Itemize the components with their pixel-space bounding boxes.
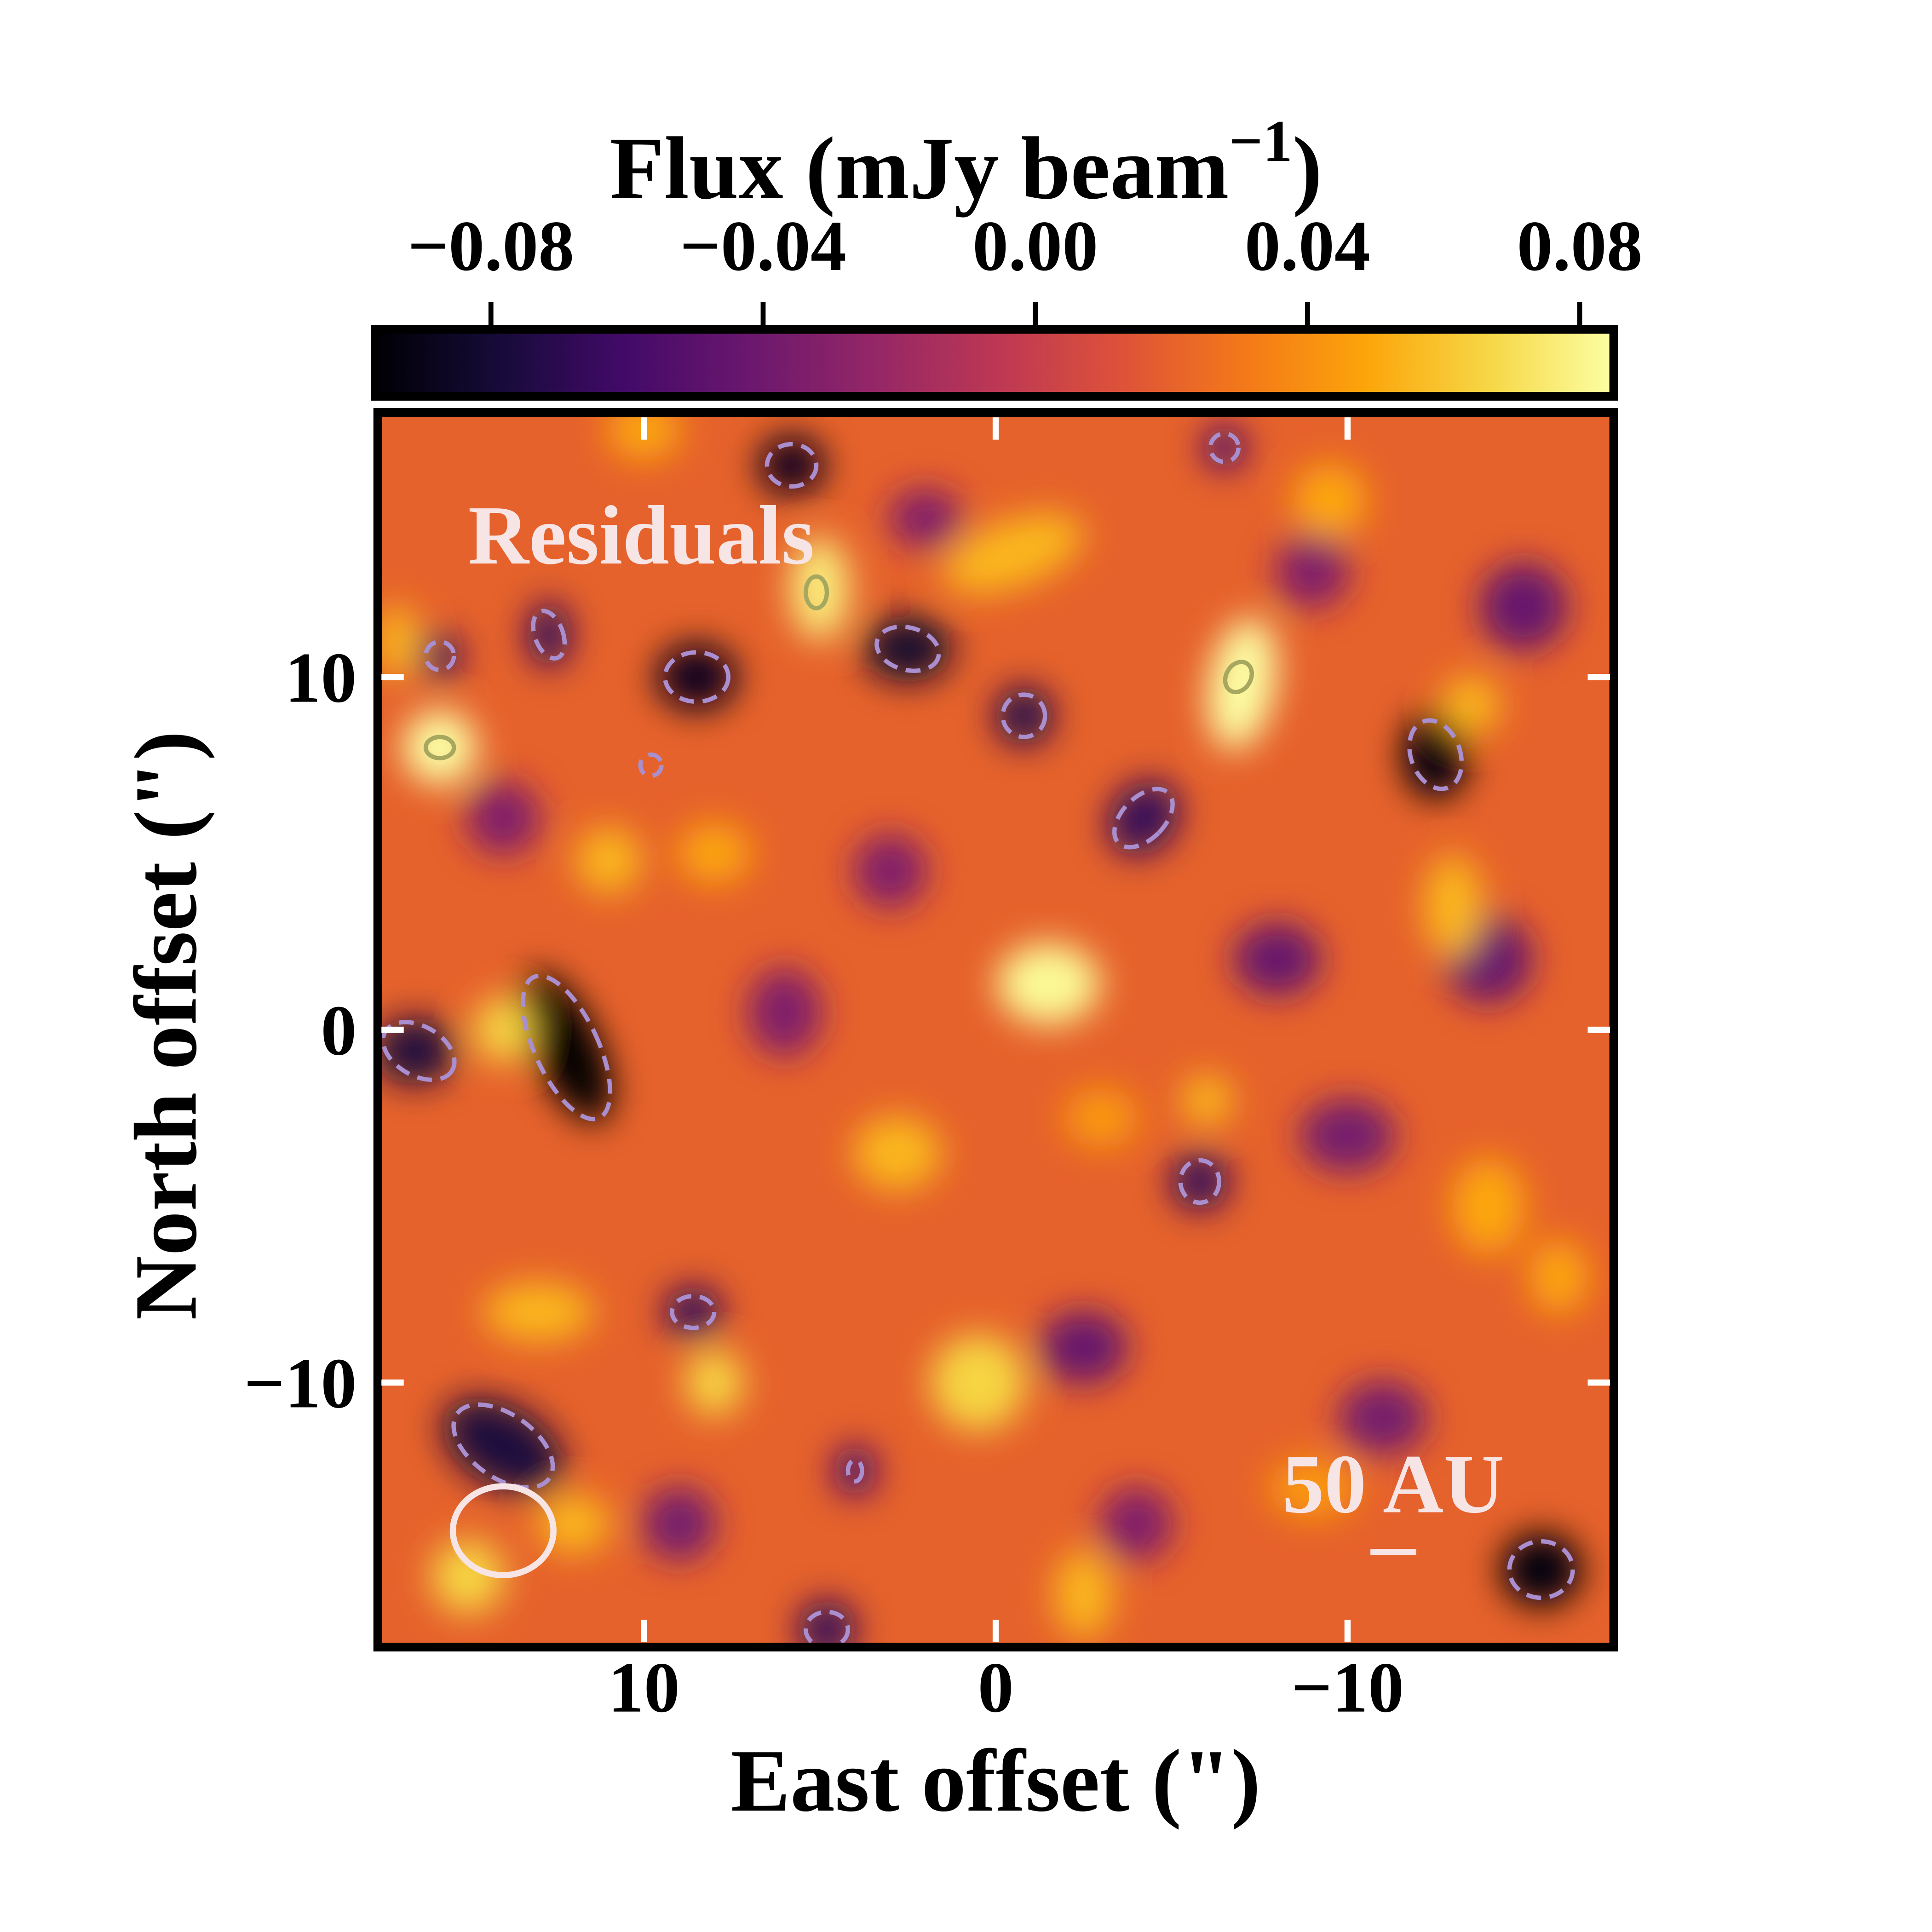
positive-flux-feature bbox=[1064, 1088, 1138, 1148]
colorbar: Flux (mJy beam−1) −0.08 −0.04 0.00 0.04 0.08 bbox=[371, 108, 1643, 401]
positive-flux-feature bbox=[790, 537, 850, 641]
positive-flux-feature bbox=[483, 1282, 594, 1342]
beam-ellipse bbox=[449, 1483, 557, 1579]
colorbar-tick-label: 0.08 bbox=[1517, 206, 1642, 286]
scale-bar-label: 50 AU bbox=[1282, 1438, 1504, 1531]
negative-contour bbox=[1000, 692, 1047, 739]
negative-contour bbox=[521, 973, 612, 1121]
negative-contour bbox=[451, 1402, 555, 1490]
negative-flux-feature bbox=[466, 781, 540, 856]
negative-contour bbox=[1208, 431, 1241, 464]
positive-flux-feature bbox=[1181, 1074, 1233, 1127]
negative-flux-feature bbox=[442, 1397, 564, 1495]
negative-flux-feature bbox=[1300, 1098, 1396, 1173]
negative-flux-feature bbox=[521, 972, 612, 1123]
negative-flux-feature bbox=[748, 967, 822, 1057]
negative-flux-feature bbox=[1099, 1486, 1173, 1561]
negative-contour bbox=[845, 1458, 864, 1484]
positive-flux-feature bbox=[402, 710, 477, 785]
negative-flux-feature bbox=[833, 1444, 877, 1497]
y-axis-label: North offset (") bbox=[116, 731, 215, 1320]
positive-contour bbox=[1223, 660, 1254, 695]
x-axis-label: East offset (") bbox=[731, 1731, 1261, 1830]
negative-flux-feature bbox=[797, 1600, 857, 1644]
colorbar-tick-label: 0.00 bbox=[972, 206, 1098, 286]
negative-flux-feature bbox=[656, 644, 737, 711]
y-tick-label: 10 bbox=[285, 638, 356, 718]
positive-flux-feature bbox=[1207, 618, 1277, 750]
axis-ticks: 10 0 −10 10 0 −10 bbox=[244, 417, 1610, 1727]
negative-contour bbox=[803, 1610, 851, 1644]
positive-flux-feature bbox=[684, 1349, 744, 1416]
map-panel: 10 0 −10 10 0 −10 Residuals 50 AU bbox=[244, 408, 1618, 1727]
x-tick-label: 0 bbox=[978, 1648, 1014, 1727]
positive-flux-feature bbox=[1054, 1550, 1114, 1639]
negative-contour bbox=[765, 442, 819, 489]
positive-flux-feature bbox=[381, 604, 420, 679]
x-tick-label: −10 bbox=[1291, 1648, 1404, 1727]
map-frame bbox=[373, 408, 1618, 1652]
positive-flux-feature bbox=[1293, 463, 1367, 538]
negative-flux-feature bbox=[1275, 534, 1350, 609]
colorbar-tick-label: −0.08 bbox=[408, 206, 574, 286]
negative-contour bbox=[662, 650, 731, 704]
y-tick-label: −10 bbox=[244, 1343, 356, 1423]
colorbar-ticks: −0.08 −0.04 0.00 0.04 0.08 bbox=[408, 206, 1643, 330]
positive-flux-feature bbox=[1529, 1239, 1588, 1314]
positive-flux-feature bbox=[943, 513, 1084, 594]
negative-contour bbox=[1407, 718, 1464, 791]
contours bbox=[381, 431, 1575, 1644]
negative-contour bbox=[1112, 787, 1175, 850]
x-tick-label: 10 bbox=[608, 1648, 680, 1727]
positive-contour bbox=[803, 574, 829, 610]
positive-flux-feature bbox=[575, 827, 642, 894]
colorbar-tick-label: −0.04 bbox=[680, 206, 846, 286]
negative-flux-feature bbox=[853, 834, 927, 908]
positive-flux-feature bbox=[930, 1334, 1026, 1431]
negative-flux-feature bbox=[527, 601, 571, 668]
negative-flux-feature bbox=[1479, 562, 1568, 651]
colorbar-gradient bbox=[371, 325, 1618, 401]
negative-flux-feature bbox=[1500, 1532, 1582, 1607]
negative-contour bbox=[531, 609, 567, 661]
flux-features bbox=[381, 416, 1588, 1644]
positive-flux-feature bbox=[473, 996, 533, 1064]
positive-flux-feature bbox=[996, 943, 1100, 1025]
negative-flux-feature bbox=[1039, 1310, 1128, 1385]
positive-flux-feature bbox=[677, 823, 752, 883]
positive-contour bbox=[423, 735, 456, 760]
colorbar-label: Flux (mJy beam−1) bbox=[610, 108, 1322, 218]
negative-contour bbox=[423, 639, 456, 673]
negative-flux-feature bbox=[1233, 922, 1322, 996]
panel-label: Residuals bbox=[468, 489, 815, 582]
negative-flux-feature bbox=[888, 489, 962, 548]
positive-flux-feature bbox=[1451, 1158, 1525, 1254]
negative-contour bbox=[638, 752, 664, 778]
negative-contour bbox=[670, 1294, 717, 1330]
negative-flux-feature bbox=[642, 1486, 716, 1561]
y-tick-label: 0 bbox=[321, 991, 356, 1070]
positive-flux-feature bbox=[536, 1494, 611, 1553]
negative-flux-feature bbox=[1338, 1380, 1427, 1455]
positive-flux-feature bbox=[1423, 854, 1483, 958]
negative-contour bbox=[1178, 1158, 1222, 1205]
positive-flux-feature bbox=[1268, 1459, 1357, 1518]
colorbar-tick-label: 0.04 bbox=[1245, 206, 1370, 286]
negative-flux-feature bbox=[1107, 780, 1180, 856]
positive-flux-feature bbox=[1441, 675, 1501, 735]
negative-contour bbox=[874, 624, 941, 673]
positive-flux-feature bbox=[853, 1116, 942, 1190]
negative-contour bbox=[1507, 1539, 1575, 1600]
positive-flux-feature bbox=[431, 1539, 505, 1614]
